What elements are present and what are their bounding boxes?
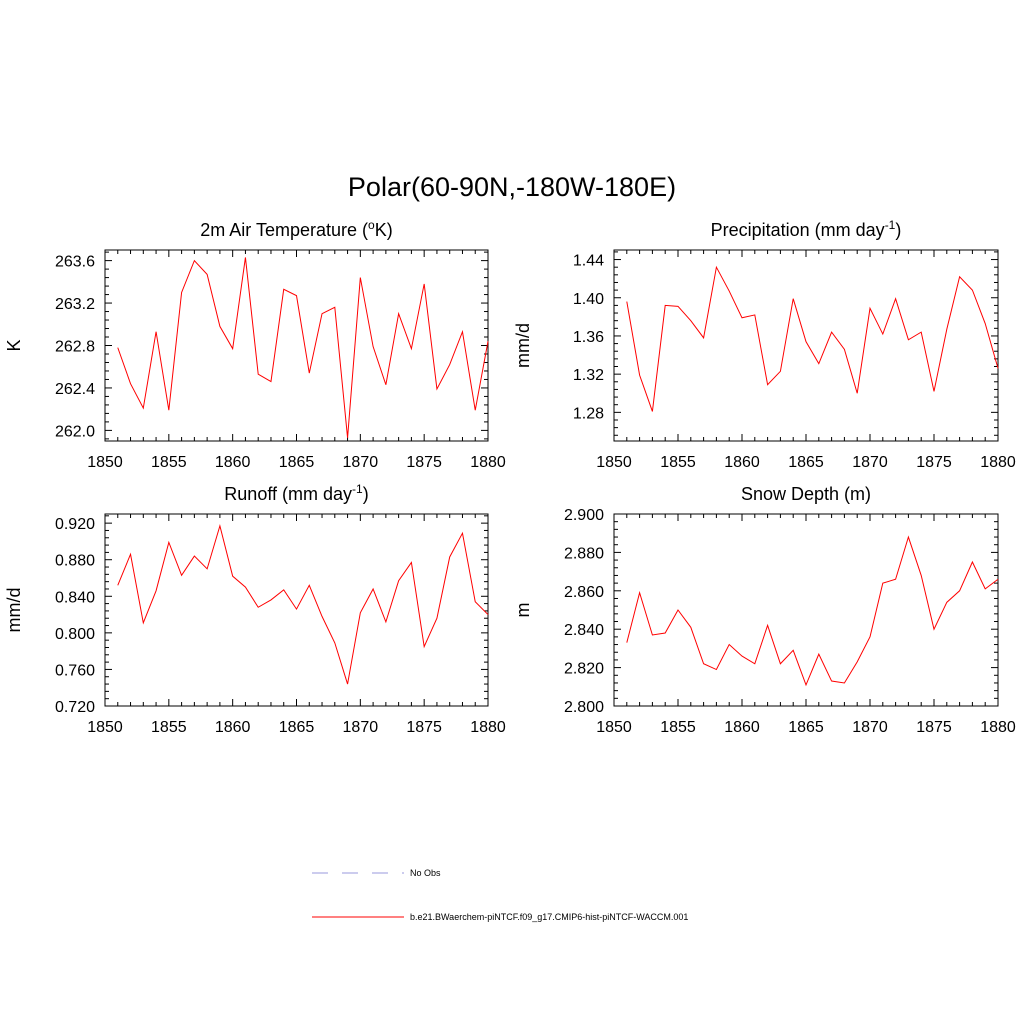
runoff-plot-frame (104, 513, 489, 707)
precipitation-title-part: -1 (885, 218, 896, 232)
air-temperature-xtick-label: 1880 (470, 454, 506, 471)
air-temperature-xtick-label: 1860 (215, 454, 251, 471)
air-temperature-title: 2m Air Temperature (oK) (200, 218, 392, 240)
snow-depth-xtick-label: 1850 (596, 719, 632, 736)
legend-label-no-obs: No Obs (410, 868, 441, 878)
snow-depth-ytick-label: 2.820 (564, 661, 604, 678)
air-temperature-title-part: 2m Air Temperature ( (200, 220, 368, 240)
precipitation-xtick-label: 1870 (852, 454, 888, 471)
panel-runoff: Runoff (mm day-1) 1850 1855 1860 1865 1870 187… (4, 482, 506, 736)
air-temperature-series-line (117, 257, 489, 438)
air-temperature-plot-frame (104, 249, 489, 442)
precipitation-ytick-label: 1.28 (573, 405, 604, 422)
snow-depth-xtick-label: 1870 (852, 719, 888, 736)
snow-depth-title-part: Snow Depth (m) (741, 484, 871, 504)
air-temperature-ylabel: K (4, 339, 24, 351)
precipitation-xtick-label: 1865 (788, 454, 824, 471)
snow-depth-xtick-label: 1880 (980, 719, 1016, 736)
air-temperature-xtick-label: 1875 (406, 454, 442, 471)
snow-depth-ylabel: m (513, 603, 533, 618)
runoff-ytick-label: 0.720 (55, 699, 95, 716)
air-temperature-ytick-label: 262.0 (55, 423, 95, 440)
snow-depth-plot-frame (613, 513, 999, 707)
precipitation-ytick-label: 1.36 (573, 329, 604, 346)
runoff-title-part: Runoff (mm day (224, 484, 352, 504)
air-temperature-xtick-label: 1855 (151, 454, 187, 471)
runoff-title-part: -1 (352, 482, 363, 496)
air-temperature-ytick-label: 263.2 (55, 296, 95, 313)
air-temperature-xtick-label: 1870 (343, 454, 379, 471)
runoff-xtick-label: 1880 (470, 719, 506, 736)
precipitation-ylabel: mm/d (513, 323, 533, 368)
precipitation-ytick-label: 1.32 (573, 367, 604, 384)
precipitation-plot-frame (613, 249, 999, 442)
precipitation-title-part: Precipitation (mm day (711, 220, 885, 240)
runoff-ytick-label: 0.760 (55, 662, 95, 679)
air-temperature-title-part: o (368, 218, 375, 232)
precipitation-xtick-label: 1860 (724, 454, 760, 471)
legend: No Obs b.e21.BWaerchem-piNTCF.f09_g17.CM… (312, 868, 688, 922)
precipitation-title-part: ) (895, 220, 901, 240)
runoff-xtick-label: 1860 (215, 719, 251, 736)
air-temperature-ytick-label: 263.6 (55, 254, 95, 271)
air-temperature-ytick-label: 262.4 (55, 381, 95, 398)
panel-air-temperature: 2m Air Temperature (oK) 1850 1855 1860 1865 1… (4, 218, 506, 471)
snow-depth-xtick-label: 1860 (724, 719, 760, 736)
air-temperature-xtick-label: 1865 (279, 454, 315, 471)
runoff-ytick-label: 0.840 (55, 589, 95, 606)
snow-depth-ytick-label: 2.860 (564, 584, 604, 601)
runoff-title: Runoff (mm day-1) (224, 482, 368, 504)
runoff-ylabel: mm/d (4, 588, 24, 633)
precipitation-xtick-label: 1850 (596, 454, 632, 471)
runoff-ytick-label: 0.800 (55, 626, 95, 643)
air-temperature-title-part: K) (375, 220, 393, 240)
snow-depth-series-line (626, 535, 999, 687)
snow-depth-ytick-label: 2.880 (564, 545, 604, 562)
snow-depth-xtick-label: 1855 (660, 719, 696, 736)
runoff-xtick-label: 1850 (87, 719, 123, 736)
figure-title: Polar(60-90N,-180W-180E) (348, 172, 676, 202)
runoff-xtick-label: 1865 (279, 719, 315, 736)
legend-label-model: b.e21.BWaerchem-piNTCF.f09_g17.CMIP6-his… (410, 912, 688, 922)
snow-depth-title: Snow Depth (m) (741, 484, 871, 504)
runoff-xtick-label: 1870 (343, 719, 379, 736)
precipitation-xtick-label: 1880 (980, 454, 1016, 471)
snow-depth-ytick-label: 2.840 (564, 622, 604, 639)
snow-depth-xtick-label: 1865 (788, 719, 824, 736)
panel-snow-depth: Snow Depth (m) 1850 1855 1860 1865 1870 1875 18… (513, 484, 1016, 736)
air-temperature-xtick-label: 1850 (87, 454, 123, 471)
runoff-ytick-label: 0.920 (55, 516, 95, 533)
precipitation-xtick-label: 1875 (916, 454, 952, 471)
runoff-title-part: ) (363, 484, 369, 504)
snow-depth-ytick-label: 2.900 (564, 507, 604, 524)
precipitation-series-line (626, 265, 999, 412)
snow-depth-ytick-label: 2.800 (564, 699, 604, 716)
precipitation-title: Precipitation (mm day-1) (711, 218, 902, 240)
runoff-xtick-label: 1855 (151, 719, 187, 736)
precipitation-xtick-label: 1855 (660, 454, 696, 471)
runoff-ytick-label: 0.880 (55, 553, 95, 570)
air-temperature-ytick-label: 262.8 (55, 339, 95, 356)
precipitation-ytick-label: 1.40 (573, 291, 604, 308)
runoff-series-line (117, 524, 489, 685)
precipitation-ytick-label: 1.44 (573, 253, 604, 270)
snow-depth-xtick-label: 1875 (916, 719, 952, 736)
panel-precipitation: Precipitation (mm day-1) 1850 1855 1860 1865… (513, 218, 1016, 471)
runoff-xtick-label: 1875 (406, 719, 442, 736)
